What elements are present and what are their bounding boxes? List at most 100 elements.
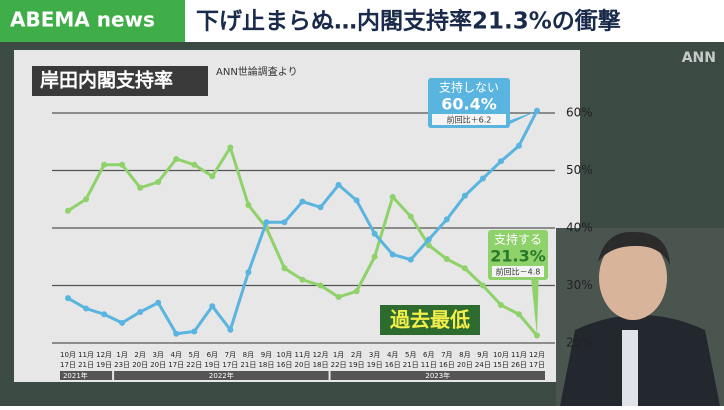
point xyxy=(191,328,198,335)
y-tick-label: 60% xyxy=(566,106,593,120)
point xyxy=(137,184,144,191)
point xyxy=(101,161,108,168)
point xyxy=(299,198,306,205)
point xyxy=(317,204,324,211)
point xyxy=(281,265,288,272)
x-tick-label: 16日 xyxy=(385,361,401,369)
title-bg xyxy=(32,66,208,96)
change-label: 前回比＋6.2 xyxy=(447,115,492,125)
logo: ABEMA news xyxy=(10,8,155,32)
point xyxy=(173,156,180,162)
y-tick-label: 20% xyxy=(566,336,593,350)
point xyxy=(101,311,108,318)
x-tick-label: 19日 xyxy=(367,361,383,369)
point xyxy=(515,311,522,318)
change-bg xyxy=(492,266,544,277)
point xyxy=(425,242,432,249)
x-tick-label: 9月 xyxy=(477,351,488,359)
x-tick-label: 4月 xyxy=(387,351,398,359)
x-tick-label: 26日 xyxy=(511,361,527,369)
x-tick-label: 11月 xyxy=(295,351,311,359)
source: ANN世論調査より xyxy=(216,65,298,78)
point xyxy=(407,213,414,220)
x-tick-label: 22日 xyxy=(186,361,202,369)
x-tick-label: 21日 xyxy=(403,361,419,369)
x-tick-label: 17日 xyxy=(529,361,545,369)
x-tick-label: 16日 xyxy=(277,361,293,369)
point xyxy=(461,192,468,199)
point xyxy=(281,219,288,226)
point xyxy=(227,144,234,151)
point xyxy=(209,303,216,310)
point xyxy=(119,161,126,168)
year-band xyxy=(330,371,546,380)
point xyxy=(263,219,270,226)
x-tick-label: 8月 xyxy=(243,351,254,359)
x-tick-label: 12月 xyxy=(96,351,112,359)
y-tick-label: 30% xyxy=(566,278,593,292)
suit xyxy=(560,315,720,406)
x-tick-label: 10月 xyxy=(60,351,76,359)
point xyxy=(173,330,180,337)
shirt xyxy=(622,330,638,406)
x-tick-label: 5月 xyxy=(405,351,416,359)
point xyxy=(497,158,504,165)
legend-entry: 支持しない xyxy=(439,80,499,95)
point xyxy=(479,282,486,289)
point xyxy=(155,179,162,185)
chart-title: 岸田内閣支持率 xyxy=(40,69,173,92)
change-bg xyxy=(432,114,506,125)
point xyxy=(389,193,396,200)
x-tick-label: 1月 xyxy=(333,351,344,359)
point xyxy=(479,175,486,182)
year-band xyxy=(59,371,113,380)
x-tick-label: 20日 xyxy=(150,361,166,369)
x-tick-label: 17日 xyxy=(60,361,76,369)
x-tick-label: 10月 xyxy=(277,351,293,359)
year-band xyxy=(114,371,329,380)
x-tick-label: 18日 xyxy=(313,361,329,369)
x-tick-label: 19日 xyxy=(96,361,112,369)
x-tick-label: 2月 xyxy=(134,351,145,359)
point xyxy=(497,302,504,309)
x-tick-label: 5月 xyxy=(189,351,200,359)
x-tick-label: 12月 xyxy=(313,351,329,359)
x-tick-label: 12月 xyxy=(529,351,545,359)
point xyxy=(119,319,126,326)
x-tick-label: 10月 xyxy=(493,351,509,359)
point xyxy=(191,161,198,168)
plot: 20%30%40%50%60%10月17日11月21日12月19日1月23日2月… xyxy=(52,78,593,380)
point xyxy=(443,256,450,263)
point xyxy=(209,173,216,180)
legend-entry: 支持する xyxy=(494,232,542,247)
x-tick-label: 6月 xyxy=(423,351,434,359)
x-tick-label: 3月 xyxy=(152,351,163,359)
x-tick-label: 23日 xyxy=(114,361,130,369)
x-tick-label: 6月 xyxy=(207,351,218,359)
point xyxy=(515,142,522,149)
headline: 下げ止まらぬ…内閣支持率21.3%の衝撃 xyxy=(196,8,621,35)
x-tick-label: 1月 xyxy=(116,351,127,359)
x-tick-label: 21日 xyxy=(240,361,256,369)
x-tick-label: 17日 xyxy=(222,361,238,369)
x-tick-label: 21日 xyxy=(78,361,94,369)
x-tick-label: 19日 xyxy=(349,361,365,369)
point xyxy=(155,299,162,306)
x-tick-label: 11月 xyxy=(78,351,94,359)
point xyxy=(407,256,414,263)
point xyxy=(245,269,252,276)
x-tick-label: 20日 xyxy=(132,361,148,369)
point xyxy=(335,181,342,188)
point xyxy=(227,326,234,333)
point xyxy=(317,282,324,289)
x-tick-label: 11日 xyxy=(421,361,437,369)
change-label: 前回比－4.8 xyxy=(496,267,541,277)
face xyxy=(599,236,667,320)
year-label: 2023年 xyxy=(425,371,450,380)
point xyxy=(371,253,378,260)
watermark: ANN xyxy=(682,50,716,66)
y-tick-label: 40% xyxy=(566,221,593,235)
hair xyxy=(598,231,670,265)
point xyxy=(299,276,306,283)
value-label: 21.3% xyxy=(490,247,546,266)
